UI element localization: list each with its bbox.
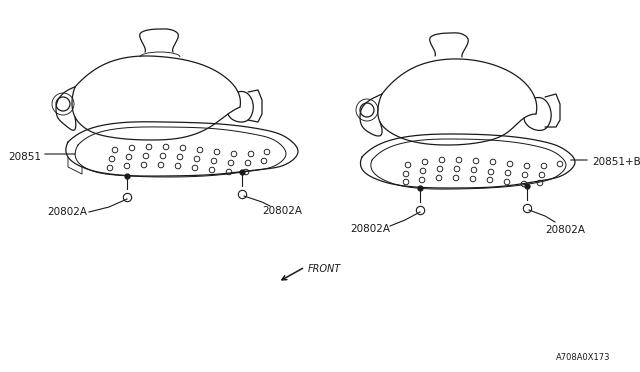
- Text: 20802A: 20802A: [545, 225, 585, 235]
- Text: 20851+B: 20851+B: [592, 157, 640, 167]
- Text: A708A0X173: A708A0X173: [556, 353, 610, 362]
- Text: FRONT: FRONT: [308, 264, 341, 274]
- Text: 20851: 20851: [8, 152, 41, 162]
- Text: 20802A: 20802A: [350, 224, 390, 234]
- Text: 20802A: 20802A: [47, 207, 87, 217]
- Text: 20802A: 20802A: [262, 206, 302, 216]
